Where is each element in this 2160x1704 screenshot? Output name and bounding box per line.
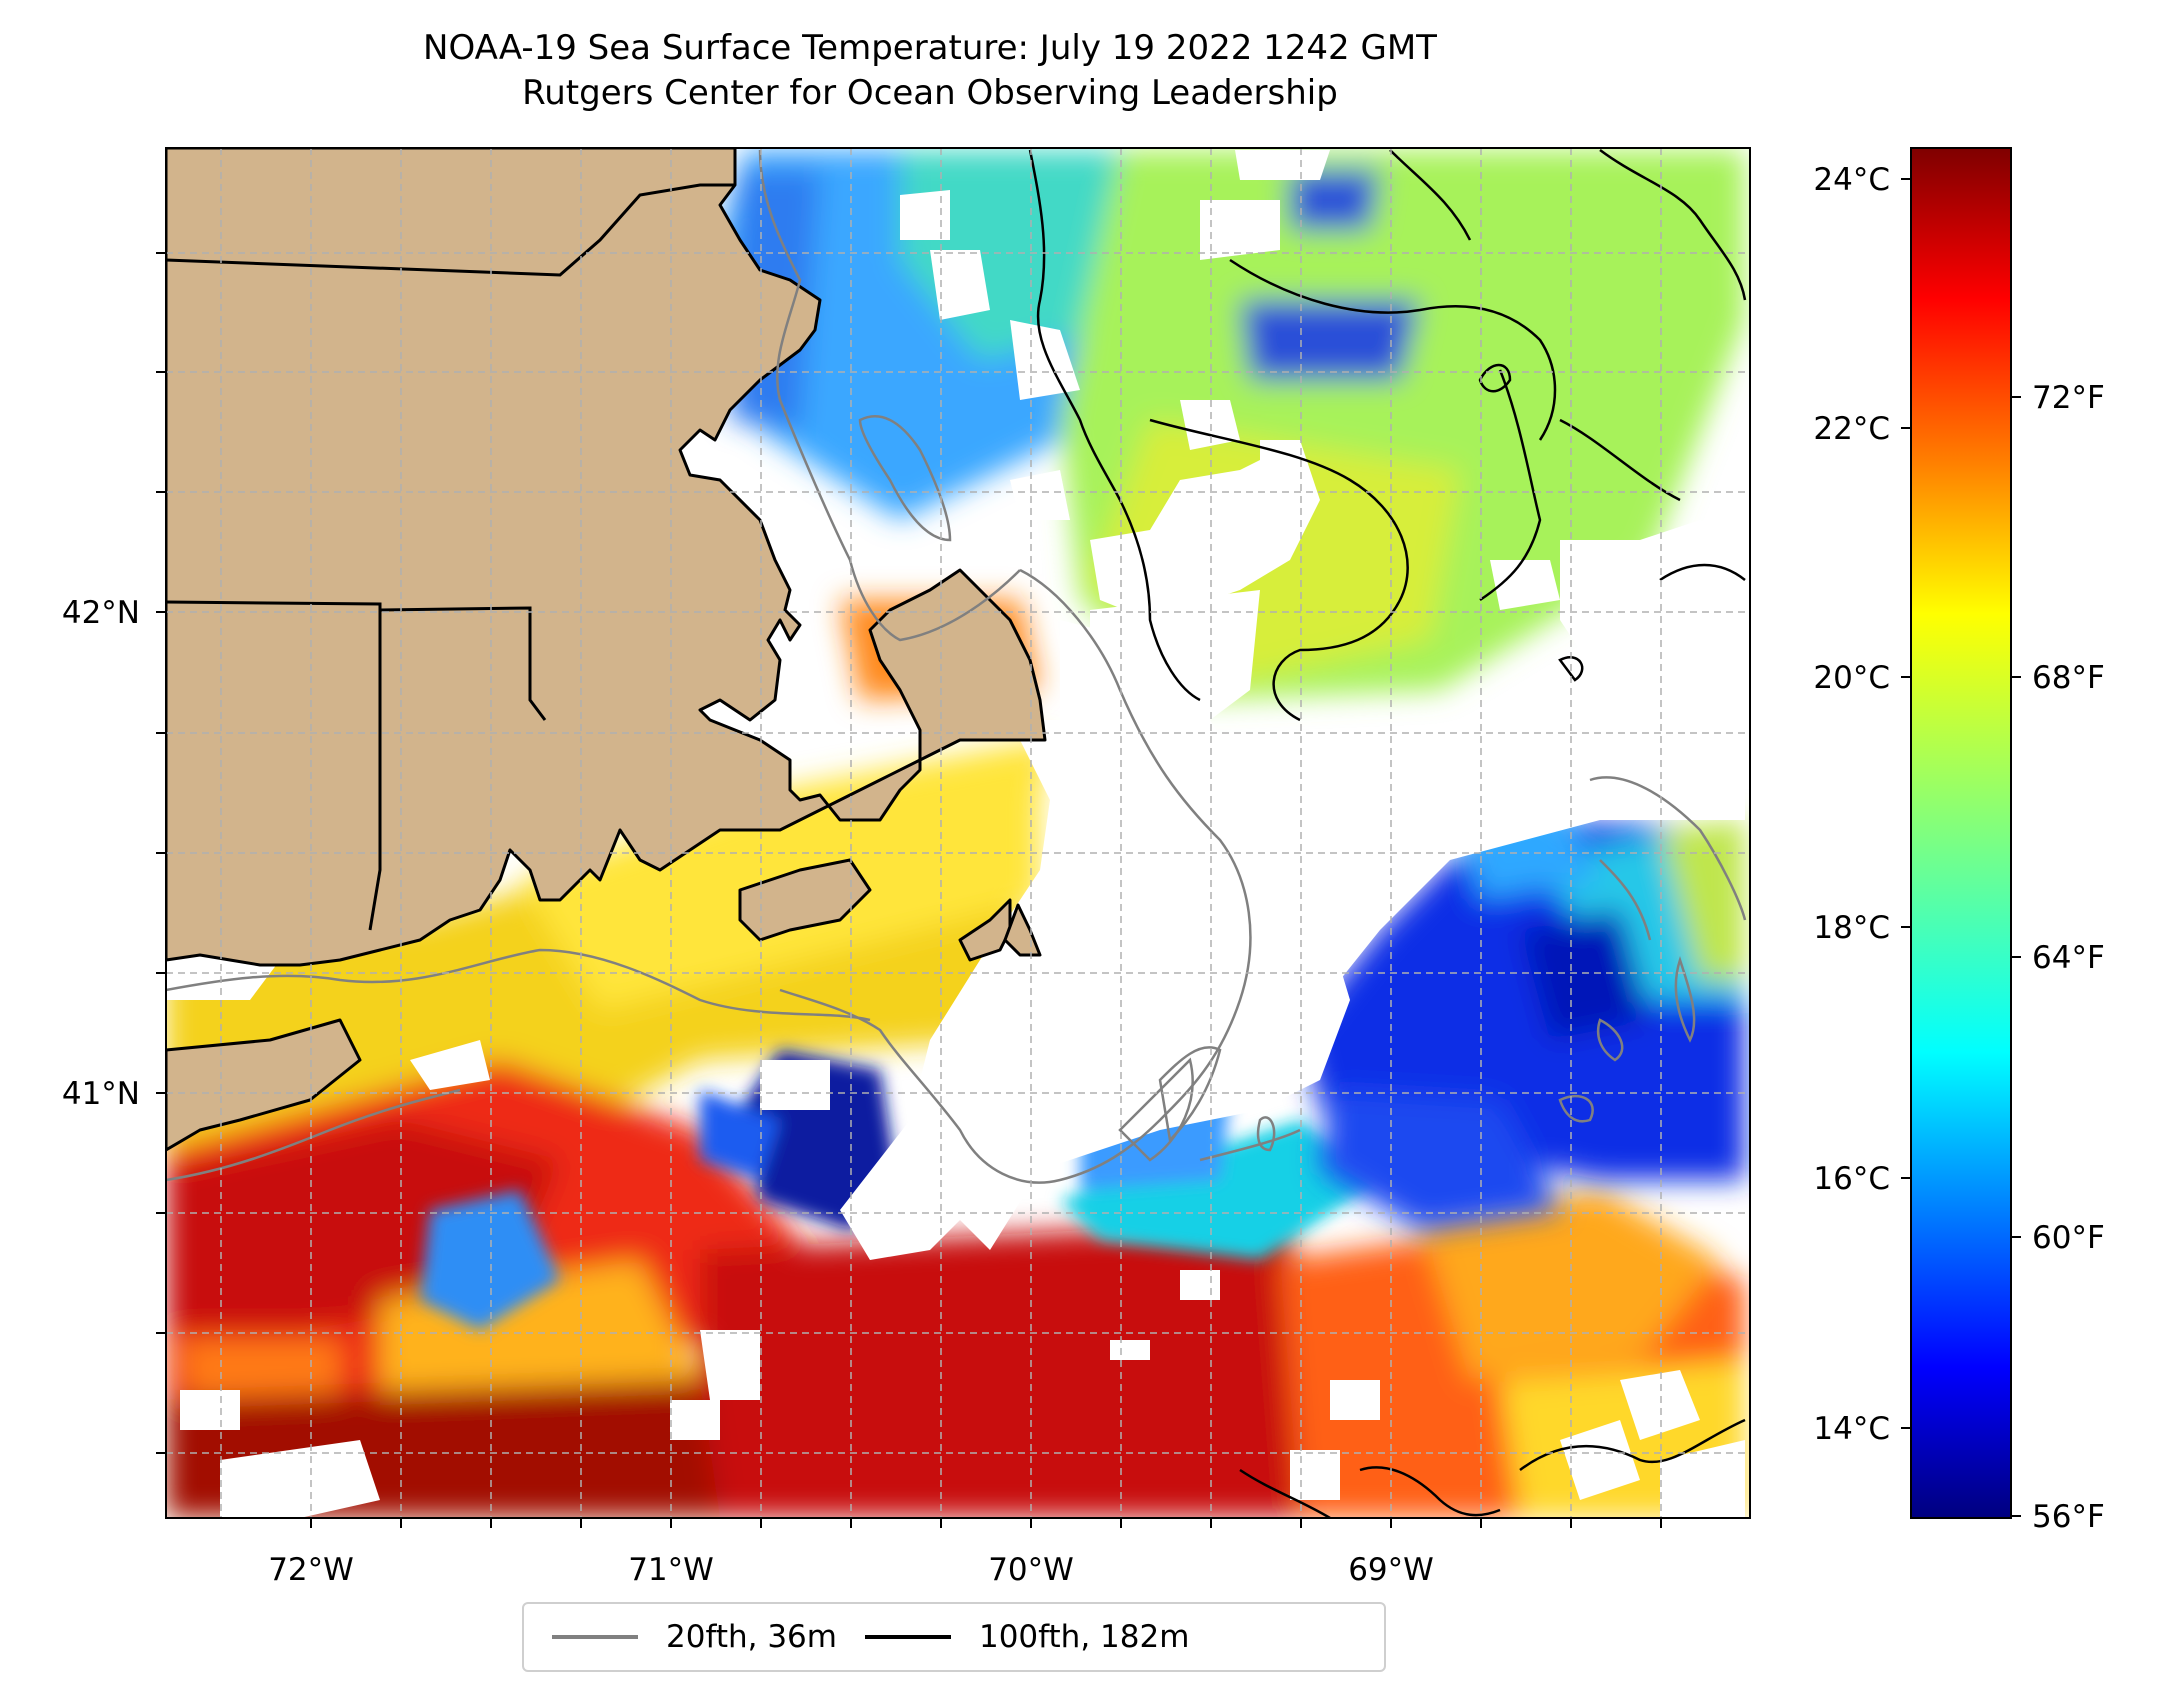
cb-c-label-20: 20°C bbox=[1813, 660, 1890, 696]
colorbar-celsius-labels: 24°C 22°C 20°C 18°C 16°C 14°C bbox=[1813, 162, 1890, 1447]
legend: 20fth, 36m 100fth, 182m bbox=[522, 1602, 1386, 1672]
contour-20fth bbox=[166, 149, 1747, 1184]
colorbar-celsius-ticks bbox=[1901, 178, 1911, 1429]
map-area bbox=[166, 148, 1750, 1518]
chart-subtitle: Rutgers Center for Ocean Observing Leade… bbox=[522, 73, 1338, 113]
state-boundaries bbox=[166, 183, 735, 931]
cb-f-label-68: 68°F bbox=[2032, 660, 2105, 696]
cb-c-label-18: 18°C bbox=[1813, 910, 1890, 946]
cb-f-label-56: 56°F bbox=[2032, 1499, 2105, 1535]
cb-c-label-24: 24°C bbox=[1813, 162, 1890, 198]
lon-label-69w: 69°W bbox=[1348, 1552, 1434, 1588]
cb-c-label-16: 16°C bbox=[1813, 1161, 1890, 1197]
chart-title: NOAA-19 Sea Surface Temperature: July 19… bbox=[423, 28, 1437, 68]
legend-swatch-20fth bbox=[552, 1635, 638, 1639]
map-axis-labels: 72°W 71°W 70°W 69°W 42°N 41°N bbox=[62, 595, 1434, 1588]
graticule bbox=[166, 148, 1750, 1518]
legend-entry-20fth: 20fth, 36m bbox=[524, 1619, 837, 1655]
colorbar bbox=[1910, 147, 2012, 1519]
legend-label-20fth: 20fth, 36m bbox=[666, 1619, 837, 1655]
lat-label-42n: 42°N bbox=[62, 595, 140, 631]
cb-c-label-22: 22°C bbox=[1813, 411, 1890, 447]
lon-label-71w: 71°W bbox=[628, 1552, 714, 1588]
legend-entry-100fth: 100fth, 182m bbox=[837, 1619, 1189, 1655]
lon-label-70w: 70°W bbox=[988, 1552, 1074, 1588]
cb-f-label-60: 60°F bbox=[2032, 1220, 2105, 1256]
legend-swatch-100fth bbox=[864, 1635, 951, 1639]
colorbar-fahrenheit-labels: 72°F 68°F 64°F 60°F 56°F bbox=[2032, 380, 2105, 1535]
map-frame bbox=[165, 147, 1751, 1519]
cb-f-label-72: 72°F bbox=[2032, 380, 2105, 416]
map-axis-ticks bbox=[156, 252, 1662, 1528]
cb-c-label-14: 14°C bbox=[1813, 1411, 1890, 1447]
legend-label-100fth: 100fth, 182m bbox=[978, 1619, 1190, 1655]
lat-label-41n: 41°N bbox=[62, 1076, 140, 1112]
cb-f-label-64: 64°F bbox=[2032, 940, 2105, 976]
lon-label-72w: 72°W bbox=[268, 1552, 354, 1588]
colorbar-fahrenheit-ticks bbox=[2011, 396, 2021, 1517]
chart-title-block: NOAA-19 Sea Surface Temperature: July 19… bbox=[0, 26, 1860, 116]
